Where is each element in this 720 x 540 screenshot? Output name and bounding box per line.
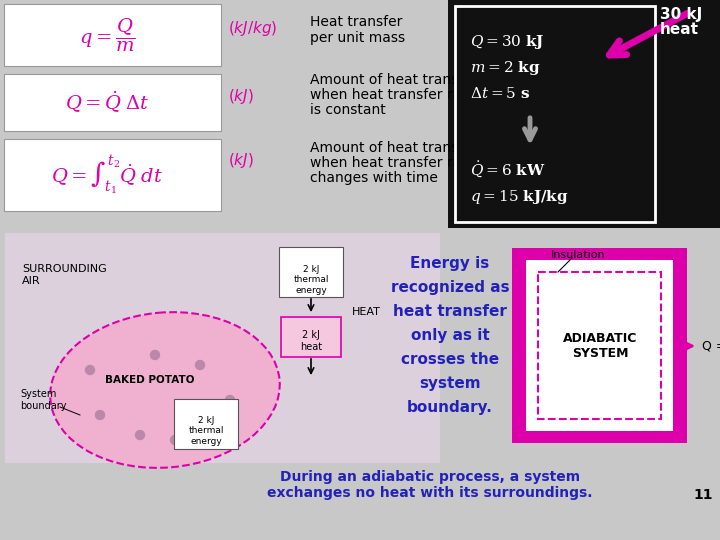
FancyBboxPatch shape (281, 317, 341, 357)
FancyBboxPatch shape (4, 139, 221, 211)
Text: $(kJ)$: $(kJ)$ (228, 86, 254, 105)
FancyBboxPatch shape (279, 247, 343, 297)
Text: system: system (419, 376, 481, 391)
FancyBboxPatch shape (455, 6, 655, 222)
Text: SURROUNDING
AIR: SURROUNDING AIR (22, 264, 107, 286)
FancyBboxPatch shape (526, 260, 673, 431)
Text: ADIABATIC
SYSTEM: ADIABATIC SYSTEM (563, 332, 637, 360)
Text: HEAT: HEAT (352, 307, 381, 317)
Text: $Q = \int_{t_1}^{t_2} \dot{Q}\; dt$: $Q = \int_{t_1}^{t_2} \dot{Q}\; dt$ (51, 153, 163, 197)
Text: $(kJ/kg)$: $(kJ/kg)$ (228, 18, 277, 37)
Text: per unit mass: per unit mass (310, 31, 405, 45)
Text: Heat transfer: Heat transfer (310, 15, 402, 29)
Text: recognized as: recognized as (391, 280, 509, 295)
Text: Insulation: Insulation (551, 250, 606, 260)
FancyBboxPatch shape (5, 233, 440, 463)
Text: $Q = \dot{Q}\;\Delta t$: $Q = \dot{Q}\;\Delta t$ (65, 90, 149, 114)
Text: 2 kJ
thermal
energy: 2 kJ thermal energy (293, 265, 329, 295)
Circle shape (196, 361, 204, 369)
Text: crosses the: crosses the (401, 352, 499, 367)
Text: $\dot{Q} = 6\ \mathbf{kW}$: $\dot{Q} = 6\ \mathbf{kW}$ (470, 160, 546, 180)
Text: Amount of heat transfer: Amount of heat transfer (310, 73, 477, 87)
Text: heat transfer: heat transfer (393, 304, 507, 319)
FancyBboxPatch shape (512, 248, 687, 443)
Circle shape (135, 430, 145, 440)
Text: 2 kJ
thermal
energy: 2 kJ thermal energy (188, 416, 224, 446)
FancyBboxPatch shape (538, 272, 661, 419)
Text: $Q = 30\ \mathbf{kJ}$: $Q = 30\ \mathbf{kJ}$ (470, 33, 544, 51)
Text: Q = 0: Q = 0 (702, 340, 720, 353)
Text: During an adiabatic process, a system: During an adiabatic process, a system (280, 470, 580, 484)
Text: only as it: only as it (410, 328, 490, 343)
Text: $\Delta t = 5\ \mathbf{s}$: $\Delta t = 5\ \mathbf{s}$ (470, 86, 530, 102)
Circle shape (225, 395, 235, 404)
Text: when heat transfer rate: when heat transfer rate (310, 156, 475, 170)
Text: heat: heat (660, 23, 699, 37)
Text: $q = 15\ \mathbf{kJ/kg}$: $q = 15\ \mathbf{kJ/kg}$ (470, 188, 569, 206)
FancyBboxPatch shape (448, 0, 720, 228)
Text: boundary.: boundary. (407, 400, 493, 415)
Text: is constant: is constant (310, 103, 386, 117)
Text: Energy is: Energy is (410, 256, 490, 271)
Text: exchanges no heat with its surroundings.: exchanges no heat with its surroundings. (267, 486, 593, 500)
Circle shape (150, 350, 160, 360)
Circle shape (171, 435, 179, 444)
Text: changes with time: changes with time (310, 171, 438, 185)
Circle shape (210, 426, 220, 435)
Text: 11: 11 (693, 488, 713, 502)
Ellipse shape (50, 312, 280, 468)
Circle shape (96, 410, 104, 420)
FancyBboxPatch shape (4, 74, 221, 131)
Text: $(kJ)$: $(kJ)$ (228, 151, 254, 170)
Text: $m = 2\ \mathbf{kg}$: $m = 2\ \mathbf{kg}$ (470, 59, 541, 77)
Text: 30 kJ: 30 kJ (660, 6, 702, 22)
Text: $q = \dfrac{Q}{m}$: $q = \dfrac{Q}{m}$ (78, 16, 135, 53)
FancyBboxPatch shape (4, 4, 221, 66)
Text: when heat transfer rate: when heat transfer rate (310, 88, 475, 102)
Circle shape (86, 366, 94, 375)
Text: 2 kJ
heat: 2 kJ heat (300, 330, 322, 352)
FancyBboxPatch shape (174, 399, 238, 449)
Text: Amount of heat transfer: Amount of heat transfer (310, 141, 477, 155)
Text: BAKED POTATO: BAKED POTATO (105, 375, 194, 385)
Text: System
boundary: System boundary (20, 389, 66, 411)
